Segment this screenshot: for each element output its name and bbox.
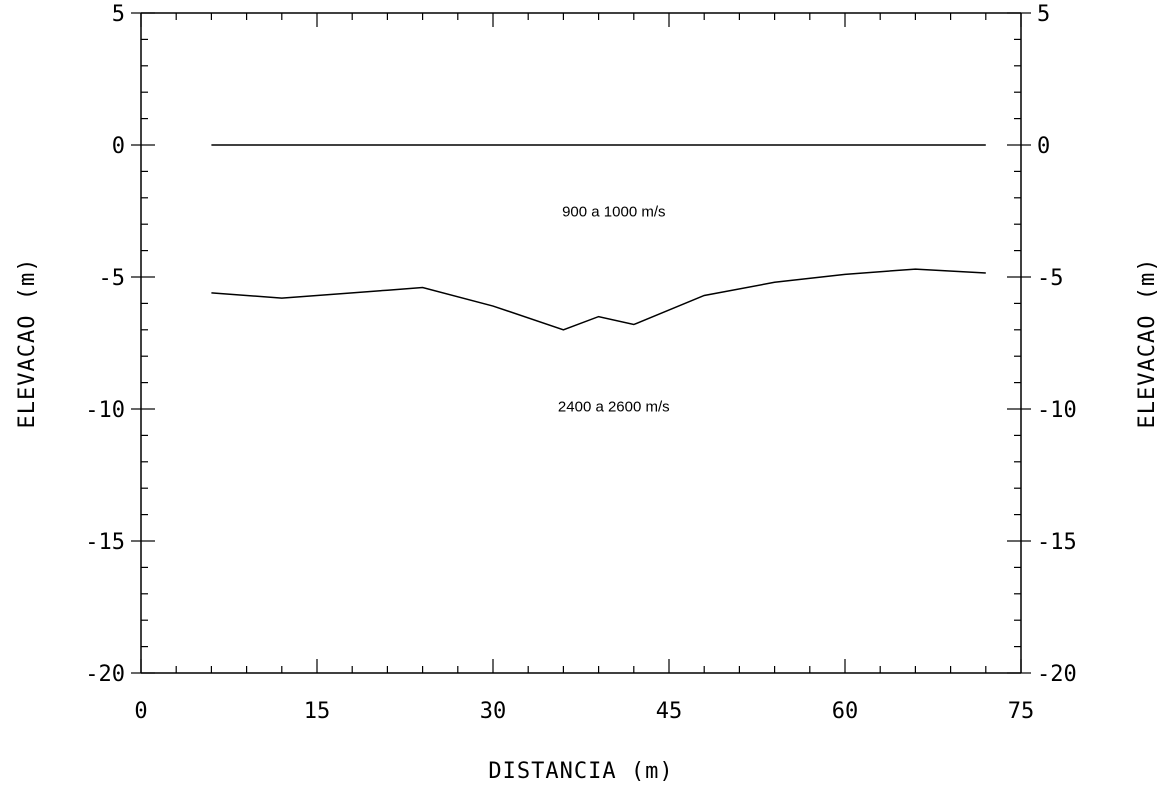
x-tick-label: 45	[656, 699, 683, 724]
x-tick-label: 15	[304, 699, 331, 724]
y-tick-label-right: -10	[1037, 398, 1077, 423]
y-tick-label-right: 0	[1037, 134, 1050, 159]
y-tick-label-right: 5	[1037, 2, 1050, 27]
x-tick-label: 75	[1008, 699, 1035, 724]
plot-axes	[140, 12, 1022, 674]
tick-labels: 0 15 30 45 60 75 5 5 0 0 -5 -5 -10 -10 -15 -15 -20 -20	[85, 2, 1077, 724]
y-tick-label-right: -5	[1037, 266, 1064, 291]
data-series	[211, 144, 986, 331]
y-tick-label-left: 0	[112, 134, 125, 159]
y-tick-label-left: -10	[85, 398, 125, 423]
x-tick-label: 0	[134, 699, 147, 724]
x-axis-title: DISTANCIA (m)	[488, 759, 673, 784]
y-tick-label-left: -5	[99, 266, 126, 291]
chart-annotations: 900 a 1000 m/s 2400 a 2600 m/s	[558, 203, 670, 415]
y-axis-title-right: ELEVACAO (m)	[1135, 258, 1160, 429]
axis-ticks	[131, 12, 1031, 674]
y-tick-label-right: -20	[1037, 662, 1077, 687]
x-tick-label: 30	[480, 699, 507, 724]
x-tick-label: 60	[832, 699, 859, 724]
velocity-annotation-1: 900 a 1000 m/s	[562, 203, 665, 220]
velocity-annotation-2: 2400 a 2600 m/s	[558, 399, 670, 416]
y-tick-label-left: 5	[112, 2, 125, 27]
y-tick-label-left: -20	[85, 662, 125, 687]
y-tick-label-right: -15	[1037, 530, 1077, 555]
y-tick-label-left: -15	[85, 530, 125, 555]
y-axis-title-left: ELEVACAO (m)	[15, 258, 40, 429]
series-line-2	[211, 268, 986, 331]
